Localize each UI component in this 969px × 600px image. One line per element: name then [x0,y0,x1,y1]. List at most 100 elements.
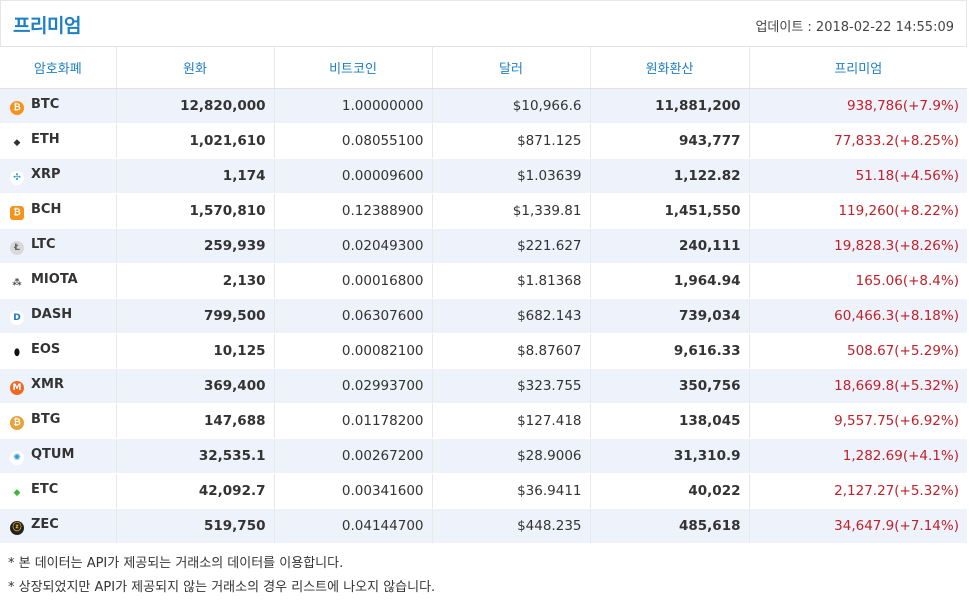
krw-converted-price: 1,122.82 [590,158,750,194]
premium-value: 508.67(+5.29%) [749,333,967,369]
zcash-icon: ⓩ [10,521,24,535]
premium-value: 2,127.27(+5.32%) [749,473,967,509]
premium-value: 77,833.2(+8.25%) [749,123,967,159]
krw-price: 32,535.1 [116,438,275,474]
column-header-usd[interactable]: 달러 [432,46,591,89]
column-header-premium[interactable]: 프리미엄 [749,46,967,89]
column-header-coin[interactable]: 암호화폐 [0,46,117,89]
premium-value: 34,647.9(+7.14%) [749,508,967,544]
table-header-row: 암호화폐 원화 비트코인 달러 원화환산 프리미엄 [0,46,967,89]
coin-symbol: XRP [31,167,61,182]
usd-price: $871.125 [432,123,591,159]
footnote: * 본 데이터는 API가 제공되는 거래소의 데이터를 이용합니다. [8,556,344,571]
krw-price: 147,688 [116,403,275,439]
table-row[interactable]: ◆ ETH 1,021,610 0.08055100 $871.125 943,777 77… [0,123,967,159]
ripple-icon: ✣ [10,171,24,185]
column-header-krw[interactable]: 원화 [116,46,275,89]
coin-symbol: MIOTA [31,272,78,287]
krw-converted-price: 739,034 [590,298,750,334]
btc-price: 0.00267200 [274,438,433,474]
premium-value: 1,282.69(+4.1%) [749,438,967,474]
krw-price: 369,400 [116,368,275,404]
coin-cell[interactable]: ₿ BTG [0,403,117,439]
table-row[interactable]: ₿ BTG 147,688 0.01178200 $127.418 138,045 9,55… [0,403,967,439]
litecoin-icon: Ł [10,241,24,255]
coin-cell[interactable]: ✺ QTUM [0,438,117,474]
btc-price: 0.00016800 [274,263,433,299]
bitcoin-icon: ₿ [10,101,24,115]
coin-cell[interactable]: ⓩ ZEC [0,508,117,544]
krw-price: 10,125 [116,333,275,369]
coin-symbol: ZEC [31,517,59,532]
coin-cell[interactable]: Ł LTC [0,228,117,264]
usd-price: $323.755 [432,368,591,404]
krw-price: 1,570,810 [116,193,275,229]
update-timestamp: 업데이트 : 2018-02-22 14:55:09 [755,20,954,35]
krw-converted-price: 40,022 [590,473,750,509]
column-header-krw-converted[interactable]: 원화환산 [590,46,750,89]
krw-price: 799,500 [116,298,275,334]
btc-price: 1.00000000 [274,88,433,124]
bitcoin-gold-icon: ₿ [10,416,24,430]
btc-price: 0.02049300 [274,228,433,264]
btc-price: 0.01178200 [274,403,433,439]
premium-value: 119,260(+8.22%) [749,193,967,229]
table-row[interactable]: ✺ QTUM 32,535.1 0.00267200 $28.9006 31,310.9 1… [0,438,967,474]
coin-cell[interactable]: ◆ ETH [0,123,117,159]
btc-price: 0.00009600 [274,158,433,194]
premium-value: 9,557.75(+6.92%) [749,403,967,439]
qtum-icon: ✺ [10,451,24,465]
premium-value: 938,786(+7.9%) [749,88,967,124]
usd-price: $448.235 [432,508,591,544]
krw-converted-price: 31,310.9 [590,438,750,474]
table-body: ₿ BTC 12,820,000 1.00000000 $10,966.6 11,881,… [0,88,967,544]
table-row[interactable]: Ł LTC 259,939 0.02049300 $221.627 240,111 19,8… [0,228,967,264]
column-header-btc[interactable]: 비트코인 [274,46,433,89]
footnote: * 상장되었지만 API가 제공되지 않는 거래소의 경우 리스트에 나오지 않… [8,580,436,595]
coin-cell[interactable]: M XMR [0,368,117,404]
premium-value: 165.06(+8.4%) [749,263,967,299]
coin-symbol: QTUM [31,447,75,462]
table-row[interactable]: ✣ XRP 1,174 0.00009600 $1.03639 1,122.82 51.18… [0,158,967,194]
coin-symbol: LTC [31,237,56,252]
table-row[interactable]: ⁂ MIOTA 2,130 0.00016800 $1.81368 1,964.94 165… [0,263,967,299]
usd-price: $1.03639 [432,158,591,194]
coin-cell[interactable]: ⬮ EOS [0,333,117,369]
coin-cell[interactable]: ✣ XRP [0,158,117,194]
krw-price: 519,750 [116,508,275,544]
coin-cell[interactable]: ₿ BTC [0,88,117,124]
coin-symbol: BTC [31,97,60,112]
usd-price: $682.143 [432,298,591,334]
krw-price: 2,130 [116,263,275,299]
usd-price: $10,966.6 [432,88,591,124]
coin-symbol: BCH [31,202,62,217]
table-row[interactable]: D DASH 799,500 0.06307600 $682.143 739,034 60,… [0,298,967,334]
table-row[interactable]: M XMR 369,400 0.02993700 $323.755 350,756 18,6… [0,368,967,404]
krw-price: 1,174 [116,158,275,194]
krw-price: 12,820,000 [116,88,275,124]
coin-symbol: DASH [31,307,73,322]
table-row[interactable]: ₿ BTC 12,820,000 1.00000000 $10,966.6 11,881,… [0,88,967,124]
coin-cell[interactable]: D DASH [0,298,117,334]
krw-price: 1,021,610 [116,123,275,159]
eos-icon: ⬮ [10,346,24,360]
btc-price: 0.00341600 [274,473,433,509]
btc-price: 0.08055100 [274,123,433,159]
coin-symbol: ETC [31,482,59,497]
premium-table: 암호화폐 원화 비트코인 달러 원화환산 프리미엄 ₿ BTC 12,820,000… [0,46,967,544]
table-row[interactable]: ₿ BCH 1,570,810 0.12388900 $1,339.81 1,451,55… [0,193,967,229]
dash-icon: D [10,311,24,325]
coin-symbol: BTG [31,412,61,427]
table-row[interactable]: ⓩ ZEC 519,750 0.04144700 $448.235 485,618 34,6… [0,508,967,544]
coin-cell[interactable]: ₿ BCH [0,193,117,229]
coin-cell[interactable]: ⁂ MIOTA [0,263,117,299]
bitcoin-cash-icon: ₿ [10,206,24,220]
footnotes: * 본 데이터는 API가 제공되는 거래소의 데이터를 이용합니다. * 상장… [8,552,435,600]
table-row[interactable]: ⬮ EOS 10,125 0.00082100 $8.87607 9,616.33 508.… [0,333,967,369]
table-row[interactable]: ◆ ETC 42,092.7 0.00341600 $36.9411 40,022 2,12… [0,473,967,509]
krw-converted-price: 1,964.94 [590,263,750,299]
coin-cell[interactable]: ◆ ETC [0,473,117,509]
btc-price: 0.06307600 [274,298,433,334]
krw-converted-price: 138,045 [590,403,750,439]
